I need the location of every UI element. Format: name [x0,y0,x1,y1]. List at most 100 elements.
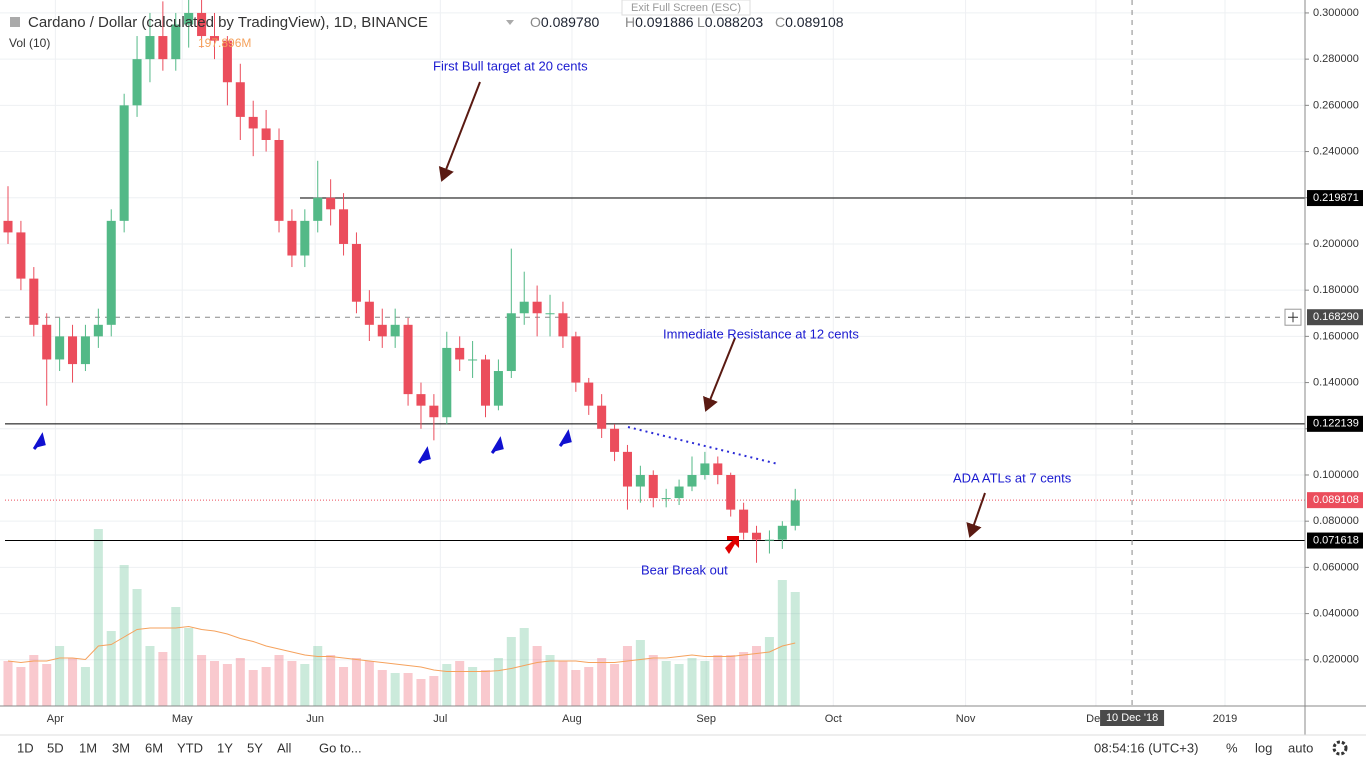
volume-bar [532,646,542,706]
range-button[interactable]: 1D [17,740,34,755]
x-tick-label: Sep [696,713,716,725]
candle-body [493,371,503,406]
volume-bar [597,658,607,706]
candle-body [519,301,529,314]
candle-body [635,474,645,487]
ohlc-key: H [625,14,635,30]
trend-line [627,426,779,465]
volume-bar [648,655,658,706]
axis-layer: 0.3000000.2800000.2600000.2400000.220000… [47,7,1363,726]
ohlc-legend: O0.089780 H0.091886 L0.088203 C0.089108 [530,14,844,30]
goto[interactable]: Go to... [319,740,362,755]
candle-body [532,301,542,314]
candle-body [726,474,736,510]
candle-body [184,12,194,25]
range-button[interactable]: 6M [145,740,163,755]
last-price-box [1307,492,1363,509]
candle-body [106,220,116,325]
candle-body [3,220,13,233]
candle-body [171,24,181,60]
candle-body [339,209,349,244]
y-tick-label: 0.280000 [1313,53,1359,65]
volume-bar [519,628,529,706]
volume-bar [700,661,710,706]
candle-body [377,324,387,337]
level-label: 0.071618 [1313,534,1359,546]
candle-body [506,313,516,372]
volume-bar [545,655,555,706]
volume-bar [313,646,323,706]
candle-body [752,532,762,540]
candle-body [739,509,749,533]
ohlc-key: L [697,14,705,30]
y-tick-label: 0.200000 [1313,238,1359,250]
candle-body [16,232,26,279]
candle-body [687,474,697,487]
range-button[interactable]: 1M [79,740,97,755]
volume-bar [726,655,736,706]
volume-bar [235,658,245,706]
volume-bar [351,658,361,706]
scale-option[interactable]: log [1255,740,1272,755]
scale-option[interactable]: auto [1288,740,1313,755]
candle-body [674,486,684,499]
volume-bar [687,658,697,706]
candle-body [274,139,284,221]
x-tick-label: 2019 [1213,713,1237,725]
level-layer [5,0,1305,706]
y-tick-label: 0.020000 [1313,654,1359,666]
candle-body [648,474,658,499]
volume-ma-label: 197.896M [198,36,251,50]
level-label: 0.219871 [1313,192,1359,204]
volume-name: Vol (10) [9,36,50,50]
volume-bar [377,670,387,706]
range-button[interactable]: 5Y [247,740,263,755]
volume-bar [506,637,516,706]
x-tick-label: Jun [306,713,324,725]
x-tick-label: Jul [433,713,447,725]
volume-bar [339,667,349,706]
range-button[interactable]: All [277,740,292,755]
volume-bar [274,655,284,706]
ohlc-key: C [775,14,785,30]
crosshair-y-label: 0.168290 [1313,311,1359,323]
range-button[interactable]: 5D [47,740,64,755]
y-tick-label: 0.300000 [1313,7,1359,19]
range-button[interactable]: YTD [177,740,203,755]
collapse-icon[interactable] [10,17,20,27]
x-tick-label: Nov [956,713,976,725]
ohlc-item: H0.091886 [625,14,694,30]
candle-body [80,336,90,365]
y-tick-label: 0.100000 [1313,469,1359,481]
settings-icon[interactable] [1332,740,1348,756]
volume-bar [300,664,310,706]
arrow [703,337,736,412]
ohlc-item: L0.088203 [697,14,763,30]
volume-bar [739,652,749,706]
chart-title: Cardano / Dollar (calculated by TradingV… [28,14,428,31]
candle-body [209,36,220,41]
volume-bar [261,667,271,706]
toolbar: 1D 5D 1M 3M 6M YTD 1Y 5Y All% log auto [17,740,1313,755]
volume-bar [364,661,374,706]
candle-body [584,382,594,406]
range-button[interactable]: 1Y [217,740,233,755]
ohlc-key: O [530,14,541,30]
candle-body [403,324,413,395]
scale-option[interactable]: % [1226,740,1238,755]
exit-fullscreen[interactable]: Exit Full Screen (ESC) [631,2,741,14]
candle-body [480,359,491,406]
candle-body [700,463,710,475]
level-label-box [1307,415,1363,432]
annotation: Immediate Resistance at 12 cents [663,326,859,341]
volume-bar [390,673,400,706]
volume-bar [197,655,207,706]
volume-bar [777,580,787,706]
range-button[interactable]: 3M [112,740,130,755]
y-tick-label: 0.180000 [1313,284,1359,296]
volume-bar [493,658,503,706]
candle-body [55,336,65,360]
level-label-box [1307,532,1363,549]
dropdown[interactable] [506,20,514,25]
